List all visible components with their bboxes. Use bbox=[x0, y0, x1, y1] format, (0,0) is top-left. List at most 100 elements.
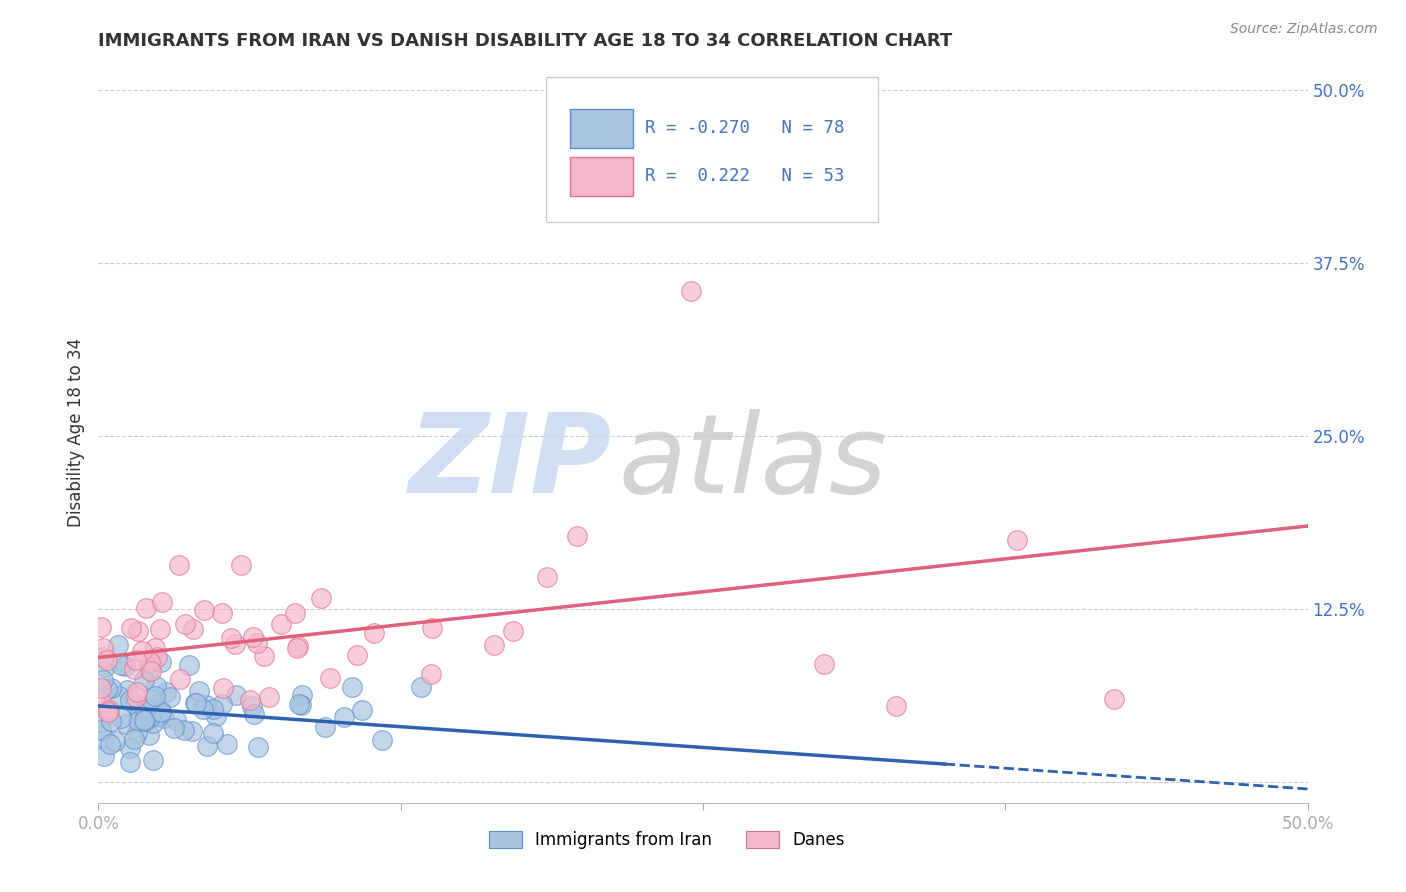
Point bbox=[225, 688, 247, 702]
Point bbox=[91, 673, 114, 687]
Point bbox=[350, 704, 373, 718]
Point bbox=[194, 698, 217, 712]
Point bbox=[124, 662, 146, 676]
Point bbox=[270, 617, 292, 632]
Point bbox=[253, 648, 276, 663]
Point bbox=[284, 607, 307, 621]
Point bbox=[143, 689, 166, 703]
Point bbox=[565, 529, 588, 543]
Point bbox=[138, 655, 160, 669]
Point bbox=[125, 725, 148, 739]
Point bbox=[679, 284, 702, 298]
Point bbox=[150, 655, 173, 669]
Point bbox=[114, 716, 136, 731]
Point bbox=[224, 637, 246, 651]
Point bbox=[100, 681, 122, 695]
Point bbox=[285, 640, 308, 655]
Point bbox=[132, 713, 155, 727]
Point bbox=[146, 700, 169, 714]
FancyBboxPatch shape bbox=[569, 109, 633, 147]
Point bbox=[502, 624, 524, 639]
Text: IMMIGRANTS FROM IRAN VS DANISH DISABILITY AGE 18 TO 34 CORRELATION CHART: IMMIGRANTS FROM IRAN VS DANISH DISABILIT… bbox=[98, 32, 953, 50]
Point bbox=[153, 711, 176, 725]
Point bbox=[150, 706, 173, 720]
Point bbox=[191, 702, 214, 716]
Point bbox=[139, 692, 162, 706]
Point bbox=[90, 715, 112, 730]
Point bbox=[90, 681, 112, 695]
Point bbox=[145, 679, 167, 693]
Point bbox=[181, 622, 204, 636]
Point bbox=[118, 755, 141, 769]
Point bbox=[127, 684, 149, 698]
Point bbox=[96, 702, 118, 716]
Point bbox=[205, 709, 228, 723]
Point bbox=[134, 714, 156, 728]
Point bbox=[128, 707, 150, 722]
Text: R = -0.270   N = 78: R = -0.270 N = 78 bbox=[645, 119, 845, 136]
Point bbox=[127, 624, 149, 638]
Point bbox=[201, 702, 224, 716]
Point bbox=[110, 710, 132, 724]
Text: R =  0.222   N = 53: R = 0.222 N = 53 bbox=[645, 167, 845, 185]
Point bbox=[120, 741, 142, 756]
Point bbox=[139, 710, 162, 724]
Point bbox=[127, 711, 149, 725]
Point bbox=[536, 570, 558, 584]
Point bbox=[1102, 692, 1125, 706]
Point bbox=[90, 620, 112, 634]
Point bbox=[97, 705, 120, 719]
Point bbox=[211, 606, 233, 620]
Point bbox=[212, 681, 235, 696]
Point bbox=[127, 714, 149, 729]
Point bbox=[411, 680, 433, 694]
Point bbox=[138, 728, 160, 742]
Point bbox=[110, 658, 132, 673]
Point bbox=[1007, 533, 1029, 547]
Point bbox=[195, 739, 218, 753]
Text: ZIP: ZIP bbox=[409, 409, 613, 516]
Point bbox=[98, 737, 121, 751]
Point bbox=[97, 703, 120, 717]
Point bbox=[193, 603, 215, 617]
Point bbox=[155, 685, 177, 699]
Point bbox=[91, 650, 114, 665]
Point bbox=[314, 720, 336, 734]
Point bbox=[247, 739, 270, 754]
Legend: Immigrants from Iran, Danes: Immigrants from Iran, Danes bbox=[481, 822, 853, 857]
Point bbox=[242, 699, 264, 714]
Point bbox=[290, 698, 312, 712]
Point bbox=[100, 714, 122, 729]
Point bbox=[96, 652, 118, 666]
Point bbox=[167, 558, 190, 572]
Point bbox=[150, 704, 173, 718]
Point bbox=[107, 638, 129, 652]
Point bbox=[333, 710, 356, 724]
Point bbox=[107, 689, 129, 703]
Point bbox=[219, 631, 242, 645]
Point bbox=[245, 636, 267, 650]
Point bbox=[288, 697, 311, 711]
Point bbox=[169, 673, 191, 687]
Point bbox=[242, 630, 264, 644]
Point bbox=[484, 638, 506, 652]
Point bbox=[139, 664, 162, 678]
Point bbox=[183, 697, 205, 711]
Point bbox=[188, 684, 211, 698]
Point bbox=[134, 701, 156, 715]
Point bbox=[371, 732, 394, 747]
Point bbox=[115, 682, 138, 697]
Point bbox=[159, 690, 181, 705]
Point bbox=[340, 681, 363, 695]
Point bbox=[173, 723, 195, 737]
Point bbox=[177, 657, 200, 672]
Point bbox=[165, 713, 187, 727]
Point bbox=[125, 690, 148, 704]
Point bbox=[146, 649, 169, 664]
Point bbox=[90, 723, 112, 737]
Point bbox=[131, 644, 153, 658]
Point bbox=[146, 709, 169, 723]
Point bbox=[125, 652, 148, 666]
Point bbox=[149, 622, 172, 636]
Point bbox=[91, 641, 114, 656]
